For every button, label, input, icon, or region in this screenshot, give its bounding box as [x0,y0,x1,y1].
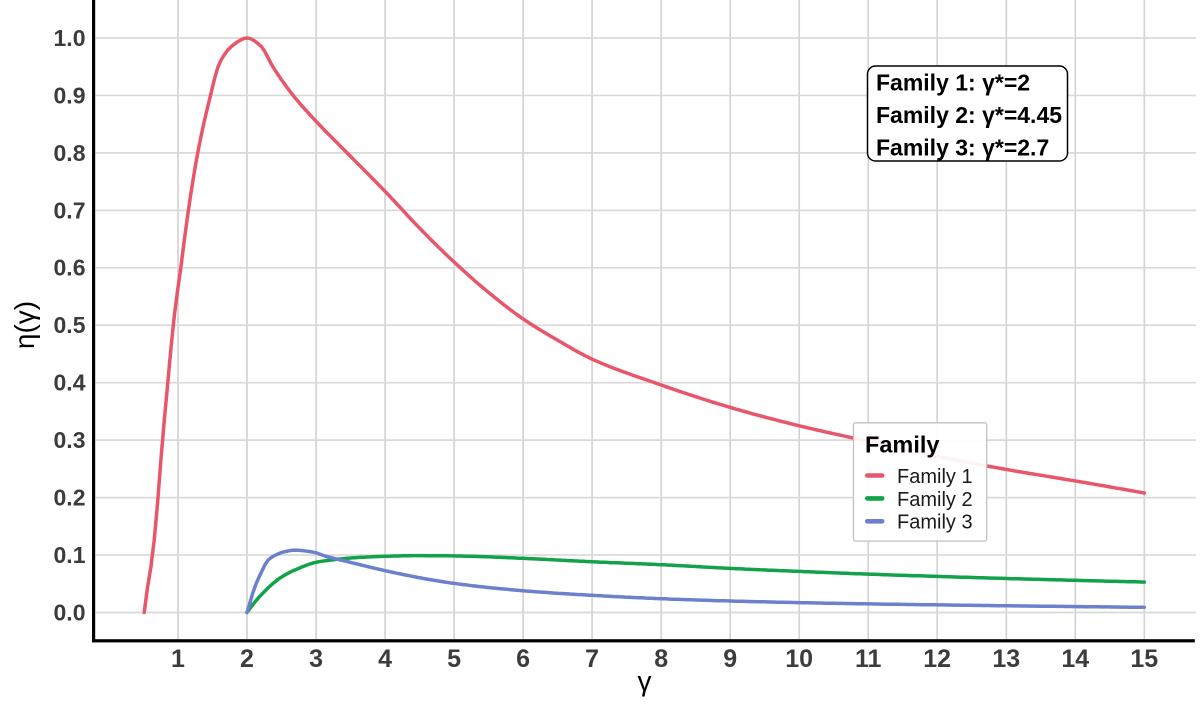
svg-text:0.5: 0.5 [54,312,86,338]
svg-text:Family 3: γ*=2.7: Family 3: γ*=2.7 [876,135,1049,161]
svg-text:6: 6 [516,645,530,673]
svg-text:0.7: 0.7 [54,197,86,223]
svg-text:Family 1: Family 1 [897,466,973,488]
svg-text:9: 9 [723,645,737,673]
svg-text:0.4: 0.4 [54,370,86,396]
svg-text:12: 12 [923,645,951,673]
svg-text:0.8: 0.8 [54,140,86,166]
svg-text:7: 7 [585,645,599,673]
svg-text:4: 4 [378,645,392,673]
svg-text:3: 3 [309,645,323,673]
svg-text:0.9: 0.9 [54,82,86,108]
svg-text:14: 14 [1061,645,1089,673]
svg-text:Family 1: γ*=2: Family 1: γ*=2 [876,70,1030,96]
svg-text:Family 2: γ*=4.45: Family 2: γ*=4.45 [876,102,1062,128]
svg-text:8: 8 [654,645,668,673]
svg-text:0.6: 0.6 [54,255,86,281]
svg-text:Family: Family [865,432,939,458]
svg-text:5: 5 [447,645,461,673]
svg-text:2: 2 [240,645,254,673]
svg-text:11: 11 [855,645,882,673]
svg-text:Family 2: Family 2 [897,489,973,511]
svg-text:0.3: 0.3 [54,427,86,453]
svg-text:0.1: 0.1 [54,542,86,568]
svg-text:1: 1 [171,645,185,673]
svg-text:η(γ): η(γ) [9,301,40,349]
svg-text:10: 10 [785,645,813,673]
svg-text:Family 3: Family 3 [897,512,973,534]
svg-text:1.0: 1.0 [54,25,86,51]
svg-text:γ: γ [638,666,652,697]
svg-text:15: 15 [1130,645,1158,673]
svg-text:0.2: 0.2 [54,485,86,511]
svg-text:13: 13 [992,645,1020,673]
svg-text:0.0: 0.0 [54,599,86,625]
